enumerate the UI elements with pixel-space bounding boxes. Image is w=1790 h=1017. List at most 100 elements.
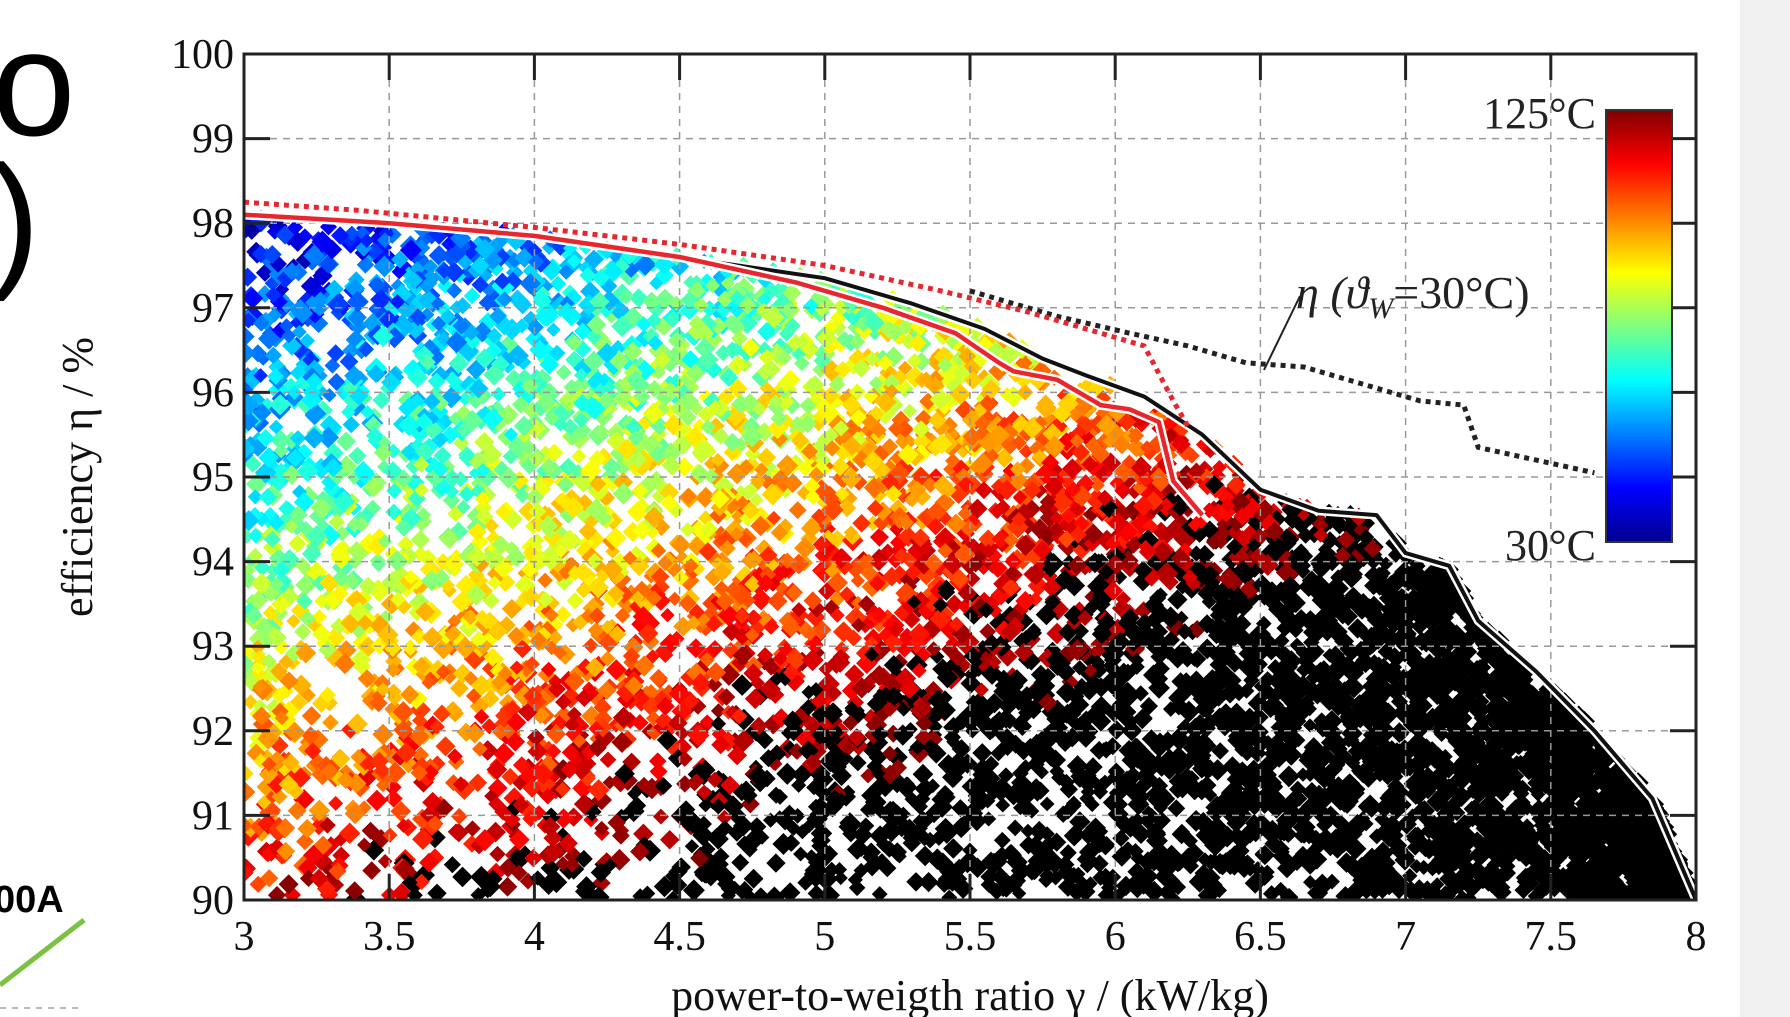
scatter-point: [475, 499, 493, 517]
scatter-point: [287, 385, 302, 400]
scatter-point: [633, 823, 654, 845]
scatter-point: [1410, 558, 1426, 574]
scatter-point: [944, 594, 964, 614]
scatter-point: [749, 492, 764, 507]
scatter-point: [1187, 652, 1202, 667]
scatter-point: [487, 778, 508, 798]
scatter-point: [820, 521, 836, 537]
scatter-point: [469, 696, 489, 716]
scatter-point: [495, 705, 516, 727]
scatter-point: [328, 795, 344, 811]
scatter-point: [874, 402, 896, 425]
scatter-point: [763, 714, 784, 735]
scatter-point: [433, 446, 452, 465]
scatter-point: [563, 807, 584, 827]
scatter-point: [594, 423, 609, 439]
scatter-point: [555, 573, 573, 591]
scatter-point: [371, 556, 386, 572]
scatter-point: [450, 678, 469, 698]
scatter-point: [846, 693, 864, 712]
scatter-point: [622, 800, 645, 823]
scatter-point: [1019, 835, 1038, 855]
scatter-point: [336, 640, 357, 661]
scatter-point: [339, 352, 359, 371]
scatter-point: [289, 693, 308, 712]
scatter-point: [587, 779, 610, 801]
scatter-point: [1143, 664, 1165, 686]
scatter-point: [322, 388, 337, 403]
scatter-point: [1002, 386, 1025, 408]
scatter-point: [1065, 795, 1082, 812]
scatter-point: [270, 429, 291, 451]
scatter-point: [1369, 704, 1385, 721]
scatter-point: [1463, 862, 1478, 877]
scatter-point: [1021, 651, 1041, 671]
scatter-point: [475, 582, 493, 600]
scatter-point: [925, 641, 942, 657]
scatter-point: [741, 794, 760, 814]
scatter-point: [599, 751, 617, 768]
scatter-point: [462, 609, 479, 625]
scatter-point: [1175, 542, 1195, 562]
scatter-point: [453, 435, 470, 451]
scatter-point: [603, 308, 620, 324]
scatter-point: [893, 376, 912, 395]
scatter-point: [319, 254, 338, 274]
scatter-point: [530, 533, 545, 548]
scatter-point: [823, 599, 840, 616]
scatter-point: [270, 736, 289, 755]
scatter-point: [918, 872, 939, 893]
scatter-point: [759, 381, 774, 396]
scatter-point: [932, 418, 950, 437]
scatter-point: [793, 846, 808, 862]
scatter-point: [289, 430, 307, 447]
scatter-point: [322, 714, 339, 731]
scatter-point: [667, 501, 684, 519]
scatter-point: [564, 846, 584, 867]
scatter-point: [498, 858, 518, 878]
scatter-point: [1353, 521, 1370, 538]
scatter-point: [1182, 580, 1201, 599]
scatter-point: [1302, 766, 1318, 782]
scatter-point: [606, 431, 627, 452]
scatter-point: [912, 763, 934, 785]
scatter-point: [635, 329, 654, 348]
scatter-point: [1368, 828, 1385, 845]
scatter-point: [565, 350, 584, 369]
scatter-point: [368, 276, 386, 294]
scatter-point: [263, 537, 284, 558]
scatter-point: [384, 789, 403, 808]
scatter-point: [1246, 484, 1269, 506]
scatter-point: [428, 245, 450, 266]
scatter-point: [509, 829, 530, 850]
scatter-point: [838, 586, 855, 603]
scatter-point: [871, 606, 888, 624]
scatter-point: [649, 275, 664, 291]
scatter-point: [833, 871, 848, 886]
scatter-point: [698, 798, 713, 813]
scatter-point: [470, 236, 486, 251]
scatter-point: [324, 357, 341, 374]
scatter-point: [549, 275, 567, 292]
scatter-point: [267, 886, 286, 900]
scatter-point: [300, 687, 316, 703]
scatter-point: [447, 823, 465, 840]
scatter-point: [1126, 877, 1148, 899]
scatter-point: [572, 375, 591, 394]
scatter-point: [471, 276, 489, 294]
scatter-point: [439, 663, 460, 685]
scatter-point: [390, 800, 412, 822]
scatter-point: [922, 477, 939, 493]
scatter-point: [913, 487, 932, 506]
scatter-point: [682, 879, 705, 900]
scatter-point: [244, 694, 259, 710]
scatter-point: [719, 368, 739, 387]
scatter-point: [559, 686, 582, 709]
scatter-point: [1020, 823, 1036, 839]
scatter-point: [301, 726, 320, 745]
scatter-point: [497, 616, 516, 635]
scatter-point: [1430, 722, 1447, 738]
scatter-point: [1069, 763, 1086, 779]
scatter-point: [481, 689, 500, 708]
